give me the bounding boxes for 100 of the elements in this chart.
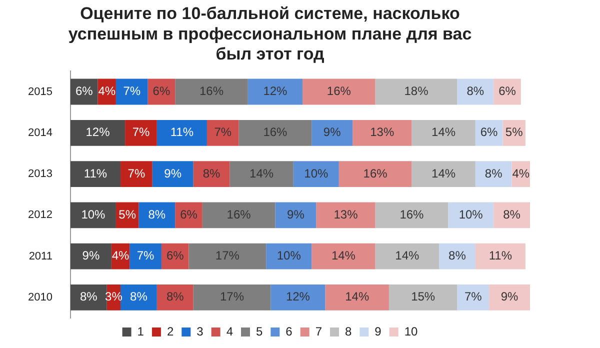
data-label: 12% [263, 84, 288, 98]
data-label: 7% [132, 125, 150, 140]
data-label: 6% [498, 84, 516, 98]
bar [439, 243, 476, 270]
bar [352, 120, 412, 146]
data-label: 7% [214, 125, 232, 140]
data-label: 5% [118, 207, 136, 222]
data-label: 9% [82, 248, 100, 263]
data-label: 14% [331, 248, 356, 263]
bar [230, 161, 294, 187]
chart-title: Оцените по 10-балльной системе, насколько успешным в профессиональном плане для вас был этот год [68, 4, 472, 64]
bar [293, 161, 339, 187]
data-label: 7% [128, 166, 146, 180]
bar [206, 120, 239, 146]
legend-label: 10 [404, 324, 418, 338]
data-label: 9% [323, 125, 342, 140]
bar [388, 284, 458, 310]
bar [412, 120, 476, 146]
data-label: 4% [98, 84, 116, 98]
legend-label: 2 [166, 324, 174, 338]
data-label: 8% [130, 290, 148, 304]
bar [120, 284, 157, 310]
data-label: 13% [370, 125, 394, 140]
data-label: 9% [164, 166, 182, 180]
legend-label: 7 [315, 324, 322, 338]
bar [270, 284, 326, 310]
data-label: 10% [304, 166, 328, 180]
data-label: 5% [505, 125, 524, 140]
bar [475, 161, 512, 187]
legend-label: 1 [137, 324, 144, 338]
data-label: 14% [395, 248, 420, 263]
data-label: 18% [404, 84, 429, 98]
data-label: 8% [148, 207, 166, 222]
bar [161, 243, 189, 270]
data-label: 7% [123, 84, 141, 98]
data-label: 9% [287, 207, 305, 222]
data-label: 11% [170, 125, 194, 140]
data-label: 14% [432, 166, 456, 180]
data-label: 6% [166, 248, 184, 263]
legend-label: 9 [374, 324, 382, 338]
data-label: 4% [112, 248, 130, 263]
bar [130, 243, 162, 270]
data-label: 11% [84, 166, 108, 180]
data-label: 15% [411, 290, 436, 304]
data-label: 9% [500, 290, 519, 304]
data-label: 17% [220, 290, 244, 304]
bar [70, 161, 121, 187]
bar [238, 120, 312, 146]
bar [248, 78, 303, 105]
y-tick-label: 2012 [28, 209, 52, 222]
bar [175, 78, 248, 105]
data-label: 14% [345, 290, 370, 304]
bar [302, 78, 376, 105]
data-label: 11% [488, 248, 512, 263]
data-label: 16% [363, 166, 388, 180]
y-tick-label: 2014 [28, 126, 52, 139]
data-label: 7% [464, 290, 482, 304]
data-label: 6% [480, 125, 498, 140]
bar [152, 161, 194, 187]
data-label: 6% [152, 84, 170, 98]
bar [316, 202, 376, 228]
data-label: 8% [166, 290, 184, 304]
data-label: 4% [512, 166, 530, 180]
bar [375, 78, 458, 105]
data-label: 12% [286, 290, 310, 304]
bar [375, 202, 448, 228]
bar [494, 202, 530, 228]
bar [156, 120, 207, 146]
bar [312, 243, 376, 270]
data-label: 12% [86, 125, 110, 140]
y-tick-label: 2011 [28, 250, 52, 262]
bar [312, 120, 353, 146]
legend-label: 3 [196, 324, 204, 338]
bar [475, 243, 526, 270]
y-tick-label: 2013 [28, 168, 52, 180]
data-label: 16% [263, 125, 288, 140]
bar [70, 284, 107, 310]
bar [125, 120, 157, 146]
data-label: 14% [250, 166, 274, 180]
bar [120, 161, 152, 187]
legend-label: 8 [345, 324, 352, 338]
bar [412, 161, 476, 187]
data-label: 8% [466, 84, 484, 98]
data-label: 16% [226, 207, 252, 222]
bar [193, 284, 271, 310]
data-label: 13% [334, 207, 358, 222]
bar [116, 78, 148, 105]
data-label: 10% [458, 207, 484, 222]
bar [375, 243, 440, 270]
data-label: 8% [202, 166, 221, 180]
data-label: 16% [200, 84, 224, 98]
data-label: 16% [400, 207, 424, 222]
bar [338, 161, 412, 187]
data-label: 6% [180, 207, 198, 222]
data-label: 8% [80, 290, 98, 304]
data-label: 10% [81, 207, 106, 222]
bar [188, 243, 266, 270]
bar [489, 284, 530, 310]
data-label: 10% [276, 248, 302, 263]
bar [193, 161, 230, 187]
